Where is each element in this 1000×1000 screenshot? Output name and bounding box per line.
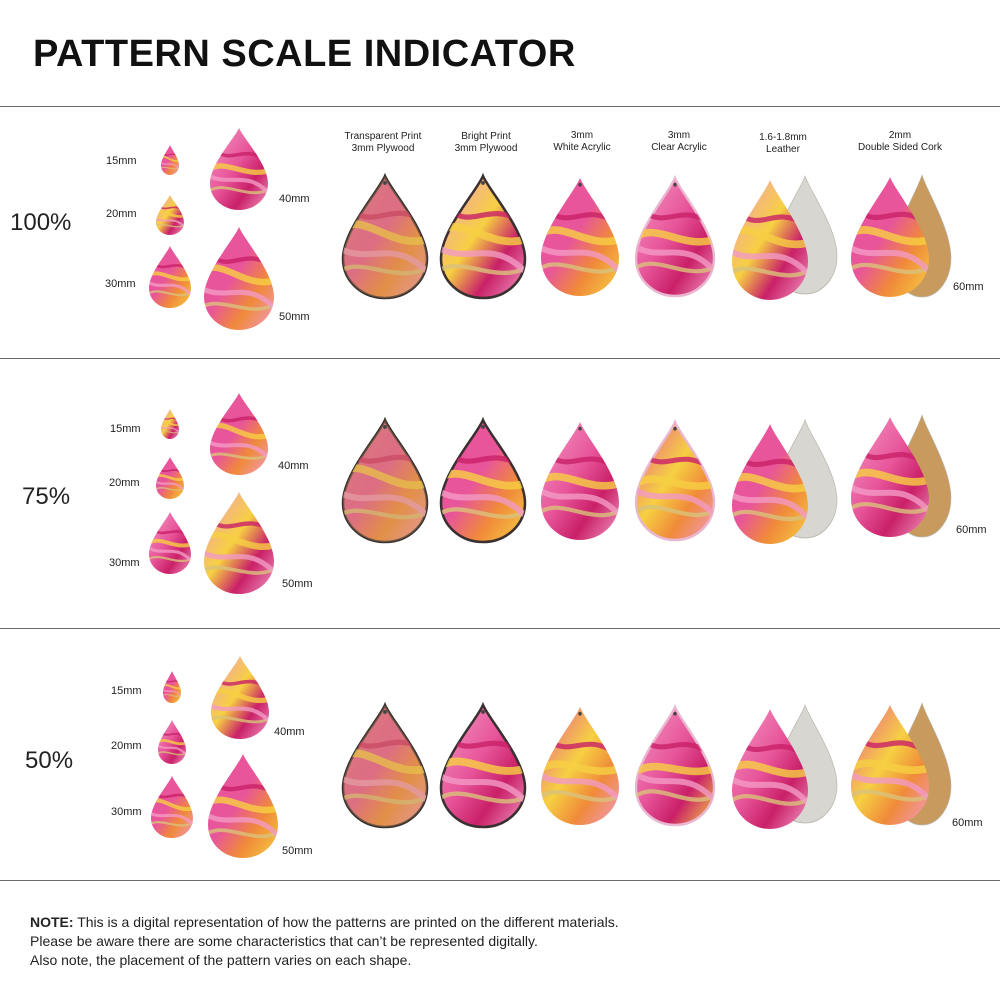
note-line1-text: This is a digital representation of how … (73, 914, 619, 930)
material-header-line1: Bright Print (461, 131, 511, 142)
clear-acrylic-drop (634, 703, 716, 827)
scale-label-100: 100% (10, 209, 72, 236)
sample-drop (163, 671, 181, 703)
divider (0, 106, 1000, 107)
material-header-line2: 3mm Plywood (454, 143, 518, 154)
plywood-bright-drop (439, 416, 527, 544)
note: NOTE: This is a digital representation o… (30, 913, 619, 970)
size-label-15mm: 15mm (111, 685, 142, 697)
white-acrylic-drop (541, 707, 619, 825)
note-line3: Also note, the placement of the pattern … (30, 952, 412, 968)
size-label-15mm: 15mm (106, 155, 137, 167)
sample-drop (210, 393, 268, 475)
material-header-clear-acrylic: 3mm Clear Acrylic (624, 130, 734, 154)
size-label-20mm: 20mm (106, 208, 137, 220)
divider (0, 880, 1000, 881)
size-label-20mm: 20mm (109, 477, 140, 489)
sample-drop (149, 512, 191, 574)
size-label-20mm: 20mm (111, 740, 142, 752)
material-header-line2: White Acrylic (553, 142, 611, 153)
note-line2: Please be aware there are some character… (30, 933, 538, 949)
sample-drop (204, 227, 274, 330)
divider (0, 358, 1000, 359)
white-acrylic-drop (541, 422, 619, 540)
material-header-line1: 1.6-1.8mm (759, 132, 807, 143)
divider (0, 628, 1000, 629)
sample-drop (151, 776, 193, 838)
note-label: NOTE: (30, 914, 74, 930)
sample-drop (208, 754, 278, 858)
material-header-line2: Clear Acrylic (651, 142, 707, 153)
size-label-60mm: 60mm (956, 524, 987, 536)
plywood-transparent-drop (341, 172, 429, 300)
leather-front-drop (732, 180, 808, 300)
size-label-60mm: 60mm (953, 281, 984, 293)
cork-front-drop (851, 417, 929, 537)
scale-label-75: 75% (22, 483, 71, 510)
sample-drop (210, 128, 268, 210)
sample-drop (156, 457, 184, 499)
scale-label-50: 50% (25, 747, 74, 774)
clear-acrylic-drop (634, 418, 716, 542)
sample-drop (211, 656, 269, 739)
material-header-line1: 2mm (888, 130, 912, 141)
size-label-40mm: 40mm (274, 726, 305, 738)
size-label-60mm: 60mm (952, 817, 983, 829)
cork-front-drop (851, 177, 929, 297)
material-header-bright-plywood: Bright Print 3mm Plywood (431, 131, 541, 155)
size-label-50mm: 50mm (282, 578, 313, 590)
material-header-line1: 3mm (570, 130, 594, 141)
note-line1: NOTE: This is a digital representation o… (30, 913, 619, 932)
plywood-transparent-drop (341, 416, 429, 544)
size-label-40mm: 40mm (279, 193, 310, 205)
material-header-transparent-plywood: Transparent Print 3mm Plywood (328, 131, 438, 155)
material-header-line2: Double Sided Cork (858, 142, 942, 153)
material-header-line2: 3mm Plywood (351, 143, 415, 154)
size-label-30mm: 30mm (111, 806, 142, 818)
material-header-cork: 2mm Double Sided Cork (845, 130, 955, 154)
sample-drop (204, 492, 274, 594)
plywood-transparent-drop (341, 701, 429, 829)
white-acrylic-drop (541, 178, 619, 296)
clear-acrylic-drop (634, 174, 716, 298)
size-label-15mm: 15mm (110, 423, 141, 435)
cork-front-drop (851, 705, 929, 825)
material-header-leather: 1.6-1.8mm Leather (728, 132, 838, 156)
plywood-bright-drop (439, 172, 527, 300)
material-header-line2: Leather (766, 144, 800, 155)
material-header-line1: Transparent Print (344, 131, 422, 142)
sample-drop (149, 246, 191, 308)
sample-drop (158, 720, 186, 764)
sample-drop (156, 195, 184, 235)
sample-drop (161, 145, 179, 175)
size-label-30mm: 30mm (105, 278, 136, 290)
leather-front-drop (732, 709, 808, 829)
sample-drop (161, 409, 179, 439)
size-label-40mm: 40mm (278, 460, 309, 472)
size-label-30mm: 30mm (109, 557, 140, 569)
plywood-bright-drop (439, 701, 527, 829)
leather-front-drop (732, 424, 808, 544)
size-label-50mm: 50mm (279, 311, 310, 323)
size-label-50mm: 50mm (282, 845, 313, 857)
material-header-line1: 3mm (667, 130, 691, 141)
material-header-white-acrylic: 3mm White Acrylic (527, 130, 637, 154)
page-title: PATTERN SCALE INDICATOR (33, 33, 576, 75)
